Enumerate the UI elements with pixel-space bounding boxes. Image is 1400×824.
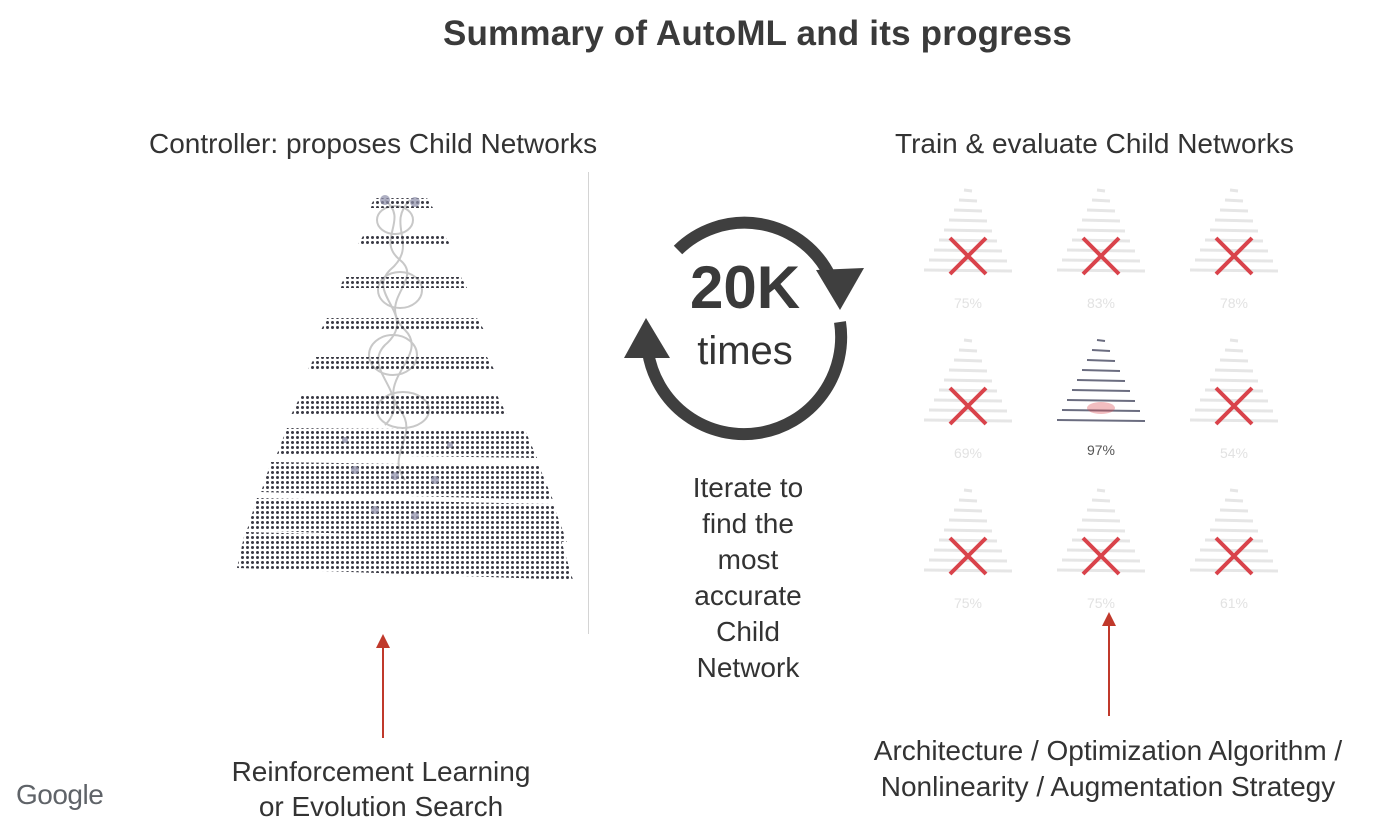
child-accuracy: 75% (954, 295, 982, 311)
reject-x-icon (1214, 386, 1254, 426)
child-network: 61% (1189, 488, 1279, 610)
iterate-line: Network (696, 652, 800, 683)
child-network: 97% (1056, 339, 1146, 458)
caption-line: Architecture / Optimization Algorithm / (873, 735, 1343, 766)
child-accuracy: 78% (1220, 295, 1248, 311)
reject-x-icon (1214, 236, 1254, 276)
best-highlight (1087, 402, 1115, 414)
child-accuracy: 75% (954, 595, 982, 610)
child-accuracy: 61% (1220, 595, 1248, 610)
search-space-caption: Architecture / Optimization Algorithm / … (830, 733, 1386, 805)
caption-line: or Evolution Search (258, 791, 504, 822)
child-networks-heading: Train & evaluate Child Networks (895, 128, 1294, 159)
child-network: 54% (1189, 338, 1279, 461)
child-network: 75% (923, 488, 1013, 610)
cycle-arc-top (673, 216, 836, 279)
reject-x-icon (1081, 236, 1121, 276)
child-network: 69% (923, 338, 1013, 461)
child-accuracy: 75% (1087, 595, 1115, 610)
child-accuracy: 97% (1087, 442, 1115, 458)
reject-x-icon (1081, 536, 1121, 576)
iterate-description: Iterate to find the most accurate Child … (648, 470, 848, 686)
left-up-arrow (376, 634, 390, 738)
caption-line: Nonlinearity / Augmentation Strategy (880, 771, 1336, 802)
iterate-line: accurate (694, 580, 802, 611)
right-up-arrow (1102, 612, 1116, 716)
cycle-arc-bottom (642, 321, 848, 441)
iterate-line: find the (702, 508, 794, 539)
search-method-caption: Reinforcement Learning or Evolution Sear… (180, 754, 582, 824)
child-accuracy: 69% (954, 445, 982, 461)
slide-title: Summary of AutoML and its progress (442, 14, 1073, 53)
reject-x-icon (948, 236, 988, 276)
panel-divider (588, 172, 589, 634)
iteration-cycle: 20K times (624, 216, 864, 441)
reject-x-icon (1214, 536, 1254, 576)
child-network: 78% (1189, 188, 1279, 311)
child-accuracy: 54% (1220, 445, 1248, 461)
child-network: 83% (1056, 188, 1146, 311)
cycle-arrowhead-right (816, 268, 864, 310)
iterate-line: most (717, 544, 779, 575)
reject-x-icon (948, 386, 988, 426)
iteration-count: 20K (690, 254, 800, 321)
caption-line: Reinforcement Learning (231, 756, 531, 787)
cycle-arrowhead-left (624, 318, 670, 358)
controller-heading: Controller: proposes Child Networks (149, 128, 598, 159)
reject-x-icon (948, 536, 988, 576)
controller-network-illustration (237, 195, 573, 580)
child-accuracy: 83% (1087, 295, 1115, 311)
iterate-line: Child (716, 616, 780, 647)
child-networks-grid: 75% 83% 78% 69% 97% 54% 75% 75% 61% (923, 188, 1279, 610)
google-logo: Google (16, 779, 104, 810)
child-network: 75% (1056, 488, 1146, 610)
child-network: 75% (923, 188, 1013, 311)
iterate-line: Iterate to (692, 472, 804, 503)
iteration-unit: times (697, 329, 793, 373)
